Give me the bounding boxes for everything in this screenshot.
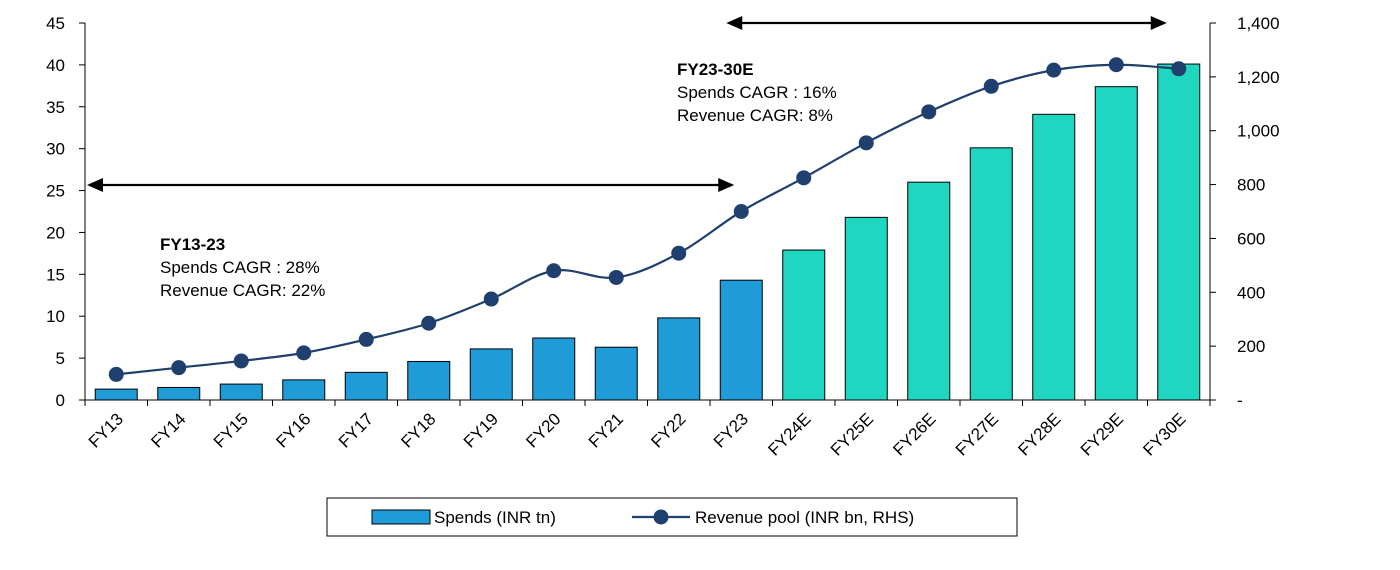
x-tick-label: FY22 <box>647 409 689 451</box>
arrow-head-right <box>1150 16 1167 30</box>
bar-fy27e <box>969 147 1013 401</box>
bar-fy23 <box>719 279 763 401</box>
bar-fy30e <box>1157 63 1201 401</box>
bar-fy19 <box>469 348 513 401</box>
x-tick-label: FY13 <box>85 409 127 451</box>
bar-fy15 <box>219 383 263 401</box>
x-tick-label: FY19 <box>460 409 502 451</box>
legend: Spends (INR tn) Revenue pool (INR bn, RHS… <box>326 497 1018 537</box>
x-tick-label: FY24E <box>764 409 814 459</box>
y-left-tick-label: 5 <box>56 349 65 368</box>
bar-fy21 <box>594 346 638 401</box>
y-right-tick-label: 600 <box>1237 229 1265 248</box>
x-tick-label: FY29E <box>1077 409 1127 459</box>
bar-fy17 <box>344 371 388 401</box>
x-tick-label: FY23 <box>710 409 752 451</box>
bar-fy18 <box>407 360 451 401</box>
bar-fy13 <box>94 388 138 401</box>
legend-label-spends: Spends (INR tn) <box>434 508 556 527</box>
legend-label-revenue: Revenue pool (INR bn, RHS) <box>695 508 914 527</box>
revenue-point-fy29e <box>1108 57 1124 73</box>
bar-fy16 <box>282 379 326 401</box>
annotation-title: FY23-30E <box>677 60 754 79</box>
annotation-line: Spends CAGR : 16% <box>677 83 837 102</box>
x-tick-label: FY21 <box>585 409 627 451</box>
bar-fy28e <box>1032 113 1076 401</box>
arrow-head-left <box>726 16 743 30</box>
revenue-point-fy13 <box>108 366 124 382</box>
y-left-tick-label: 30 <box>46 140 65 159</box>
y-left-tick-label: 40 <box>46 56 65 75</box>
line-layer <box>108 57 1187 382</box>
revenue-pool-line <box>116 63 1179 376</box>
y-left-tick-label: 10 <box>46 307 65 326</box>
annotation-fy13-23: FY13-23 Spends CAGR : 28% Revenue CAGR: 22… <box>160 235 325 300</box>
bar-fy24e <box>782 249 826 401</box>
y-left-tick-label: 0 <box>56 391 65 410</box>
y-left-tick-label: 15 <box>46 265 65 284</box>
y-right-tick-label: - <box>1237 391 1243 410</box>
bars-layer <box>94 63 1201 401</box>
bar-fy25e <box>844 216 888 401</box>
arrow-head-right <box>718 178 735 192</box>
revenue-point-fy25e <box>858 135 874 151</box>
x-tick-label: FY28E <box>1014 409 1064 459</box>
y-left-tick-label: 25 <box>46 182 65 201</box>
revenue-point-fy27e <box>983 78 999 94</box>
y-right-tick-label: 800 <box>1237 176 1265 195</box>
revenue-point-fy21 <box>608 269 624 285</box>
legend-swatch-spends <box>371 509 431 525</box>
revenue-point-fy19 <box>483 291 499 307</box>
arrow-fy13-23 <box>87 178 735 192</box>
annotation-line: Spends CAGR : 28% <box>160 258 320 277</box>
annotation-line: Revenue CAGR: 22% <box>160 281 325 300</box>
x-tick-label: FY30E <box>1139 409 1189 459</box>
y-right-tick-label: 1,400 <box>1237 14 1280 33</box>
y-left-tick-label: 35 <box>46 98 65 117</box>
x-tick-label: FY14 <box>147 409 189 451</box>
revenue-point-fy14 <box>171 360 187 376</box>
revenue-point-fy20 <box>546 263 562 279</box>
bar-fy26e <box>907 181 951 401</box>
x-tick-label: FY20 <box>522 409 564 451</box>
revenue-point-fy18 <box>421 315 437 331</box>
revenue-point-fy17 <box>358 331 374 347</box>
x-tick-label: FY16 <box>272 409 314 451</box>
annotation-fy23-30e: FY23-30E Spends CAGR : 16% Revenue CAGR: 8… <box>677 60 837 125</box>
revenue-point-fy15 <box>233 353 249 369</box>
revenue-point-fy26e <box>921 104 937 120</box>
revenue-point-fy16 <box>296 345 312 361</box>
x-tick-label: FY18 <box>397 409 439 451</box>
y-right-tick-label: 200 <box>1237 337 1265 356</box>
y-right-tick-label: 1,200 <box>1237 68 1280 87</box>
bar-fy29e <box>1094 86 1138 401</box>
y-left-tick-label: 45 <box>46 14 65 33</box>
arrow-fy23-30e <box>726 16 1167 30</box>
y-right-tick-label: 400 <box>1237 283 1265 302</box>
revenue-point-fy24e <box>796 170 812 186</box>
annotations-layer: FY13-23 Spends CAGR : 28% Revenue CAGR: 22… <box>87 16 1167 300</box>
bar-fy22 <box>657 317 701 401</box>
arrow-head-left <box>87 178 103 192</box>
x-tick-label: FY25E <box>827 409 877 459</box>
x-tick-label: FY17 <box>335 409 377 451</box>
bar-fy14 <box>157 386 201 401</box>
annotation-line: Revenue CAGR: 8% <box>677 106 833 125</box>
x-tick-label: FY27E <box>952 409 1002 459</box>
revenue-point-fy28e <box>1046 62 1062 78</box>
revenue-point-fy23 <box>733 204 749 219</box>
bar-fy20 <box>532 337 576 401</box>
x-tick-label: FY15 <box>210 409 252 451</box>
legend-swatch-revenue-marker <box>653 509 669 525</box>
annotation-title: FY13-23 <box>160 235 225 254</box>
x-tick-label: FY26E <box>889 409 939 459</box>
revenue-point-fy22 <box>671 245 687 261</box>
y-left-tick-label: 20 <box>46 223 65 242</box>
y-right-tick-label: 1,000 <box>1237 122 1280 141</box>
revenue-point-fy30e <box>1171 61 1187 77</box>
